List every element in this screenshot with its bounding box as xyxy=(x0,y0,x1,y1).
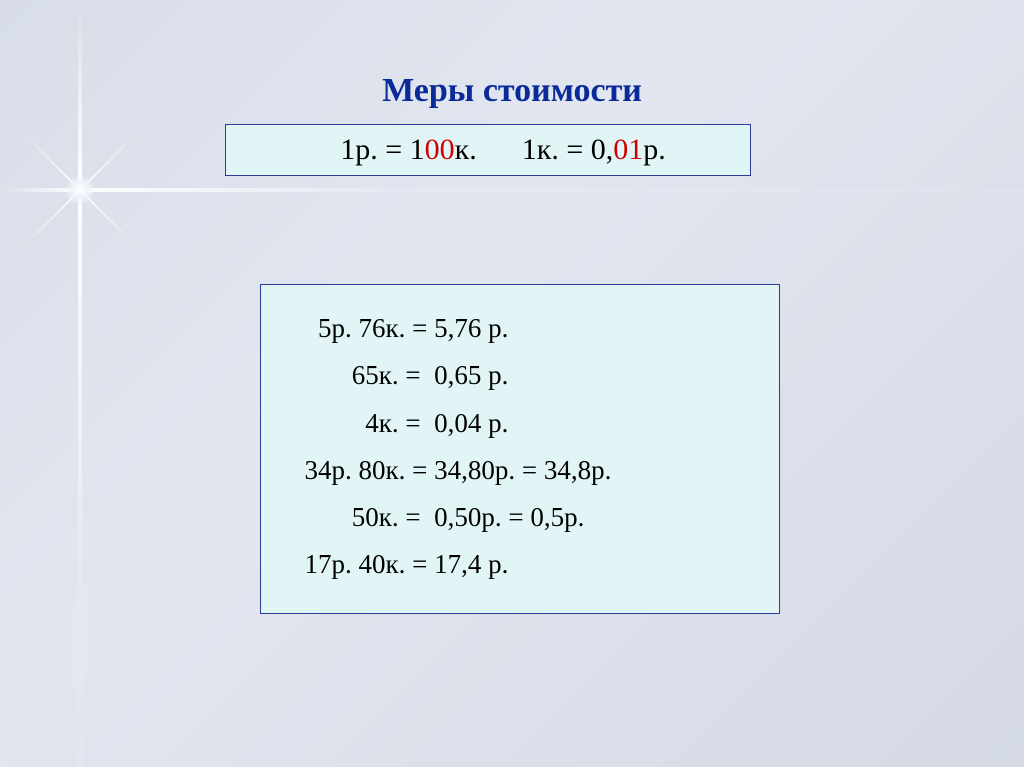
conversion-formula: 1р. = 100к. 1к. = 0,01р. xyxy=(310,99,666,201)
example-row: 5р. 76к. = 5,76 р. xyxy=(291,305,749,352)
example-row: 4к. = 0,04 р. xyxy=(291,400,749,447)
formula-red-2: 01 xyxy=(613,133,643,166)
formula-seg-3: р. xyxy=(643,133,666,166)
example-row: 65к. = 0,65 р. xyxy=(291,352,749,399)
example-row: 50к. = 0,50р. = 0,5р. xyxy=(291,494,749,541)
formula-red-1: 00 xyxy=(425,133,455,166)
formula-seg-1: 1р. = 1 xyxy=(340,133,424,166)
examples-box: 5р. 76к. = 5,76 р. 65к. = 0,65 р. 4к. = … xyxy=(260,284,780,614)
formula-seg-2: к. 1к. = 0, xyxy=(455,133,614,166)
example-row: 17р. 40к. = 17,4 р. xyxy=(291,541,749,588)
example-row: 34р. 80к. = 34,80р. = 34,8р. xyxy=(291,447,749,494)
conversion-formula-box: 1р. = 100к. 1к. = 0,01р. xyxy=(225,124,751,176)
